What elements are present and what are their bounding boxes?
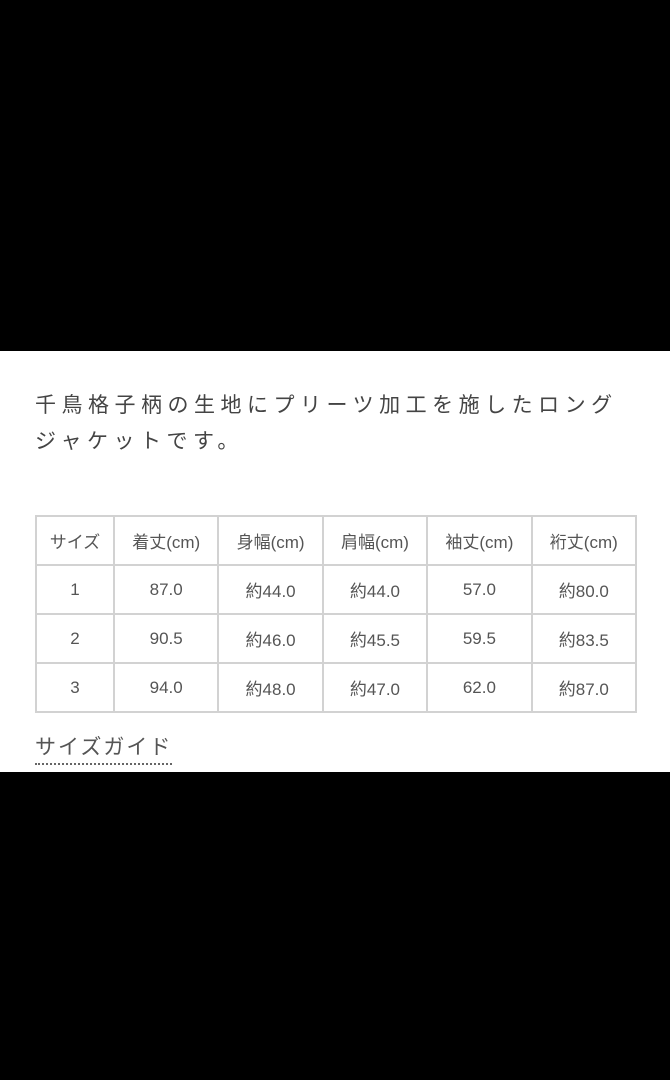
header-cell: 袖丈(cm) [426,515,533,566]
table-cell: 2 [35,613,115,664]
size-guide-link[interactable]: サイズガイド [35,731,173,765]
table-cell: 3 [35,662,115,713]
table-cell: 約46.0 [217,613,324,664]
header-cell: 裄丈(cm) [530,515,638,566]
table-cell: 約47.0 [321,662,429,713]
table-cell: 57.0 [426,564,533,615]
header-cell: 着丈(cm) [112,515,220,566]
product-description-panel: 千鳥格子柄の生地にプリーツ加工を施したロングジャケットです。 サイズ 着丈(cm… [0,351,670,772]
size-table: サイズ 着丈(cm) 身幅(cm) 肩幅(cm) 袖丈(cm) 裄丈(cm) 1… [35,515,638,713]
table-cell: 約45.5 [321,613,429,664]
table-cell: 59.5 [426,613,533,664]
table-cell: 1 [35,564,115,615]
table-cell: 90.5 [112,613,220,664]
table-row: 3 94.0 約48.0 約47.0 62.0 約87.0 [35,662,638,713]
table-cell: 約44.0 [217,564,324,615]
table-header-row: サイズ 着丈(cm) 身幅(cm) 肩幅(cm) 袖丈(cm) 裄丈(cm) [35,515,638,566]
table-cell: 94.0 [112,662,220,713]
table-cell: 約48.0 [217,662,324,713]
product-description: 千鳥格子柄の生地にプリーツ加工を施したロングジャケットです。 [35,393,618,453]
table-cell: 約83.5 [530,613,638,664]
table-cell: 約80.0 [530,564,638,615]
table-cell: 87.0 [112,564,220,615]
table-cell: 62.0 [426,662,533,713]
header-cell: 肩幅(cm) [321,515,429,566]
header-cell: サイズ [35,515,115,566]
table-cell: 約44.0 [321,564,429,615]
table-cell: 約87.0 [530,662,638,713]
table-row: 2 90.5 約46.0 約45.5 59.5 約83.5 [35,613,638,664]
table-row: 1 87.0 約44.0 約44.0 57.0 約80.0 [35,564,638,615]
header-cell: 身幅(cm) [217,515,324,566]
